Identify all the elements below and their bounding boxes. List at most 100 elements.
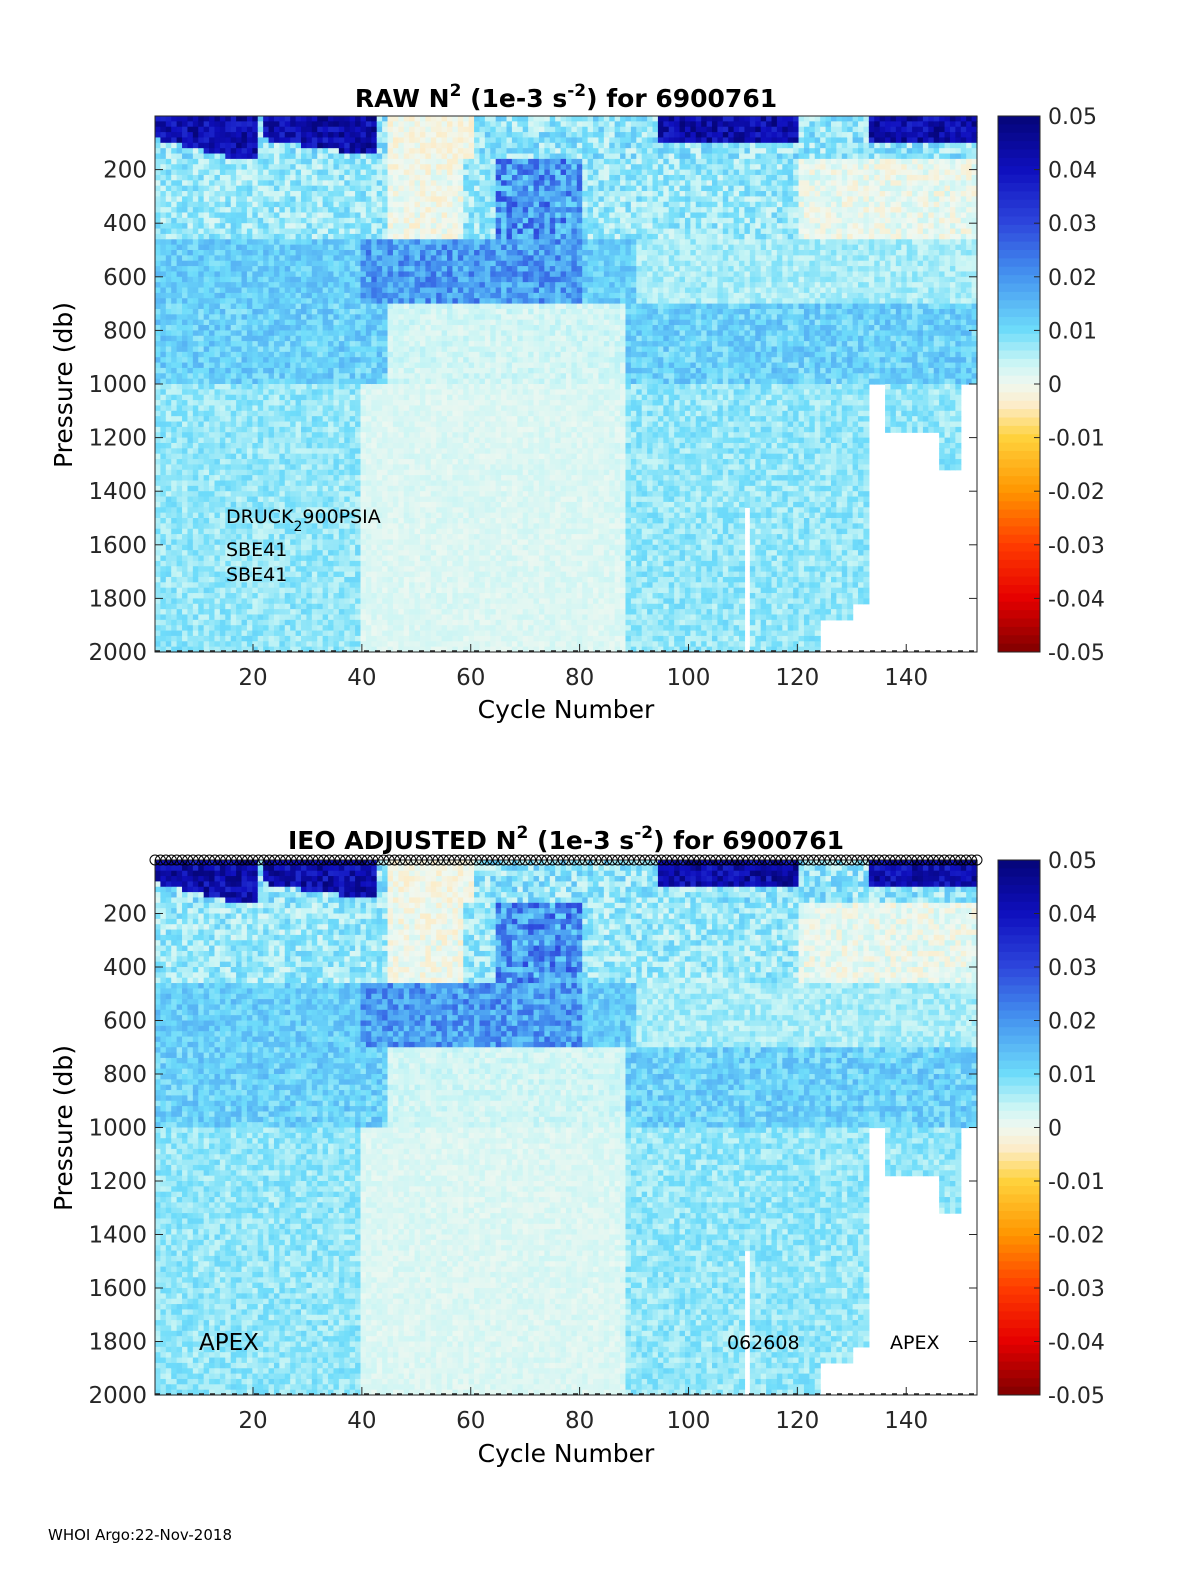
heat-cell: [323, 341, 329, 347]
heat-cell: [415, 507, 421, 513]
heat-cell: [317, 480, 323, 486]
heat-cell: [317, 609, 323, 615]
heat-cell: [398, 121, 404, 127]
heat-cell: [214, 529, 220, 535]
heat-cell: [420, 336, 426, 342]
heat-cell: [409, 427, 415, 433]
heat-cell: [361, 416, 367, 422]
heat-cell: [214, 207, 220, 213]
heat-cell: [279, 223, 285, 229]
heat-cell: [252, 239, 258, 245]
heat-cell: [382, 405, 388, 411]
heat-cell: [296, 427, 302, 433]
heat-cell: [398, 534, 404, 540]
heat-cell: [279, 631, 285, 637]
heat-cell: [279, 116, 285, 122]
heat-cell: [361, 620, 367, 626]
heat-cell: [301, 405, 307, 411]
heat-cell: [209, 636, 215, 642]
heat-cell: [193, 438, 199, 444]
heat-cell: [187, 513, 193, 519]
heat-cell: [344, 422, 350, 428]
profile-column: [198, 116, 204, 653]
heat-cell: [323, 614, 329, 620]
heat-cell: [198, 427, 204, 433]
heat-cell: [204, 614, 210, 620]
heat-cell: [231, 346, 237, 352]
heat-cell: [285, 196, 291, 202]
heat-cell: [155, 561, 161, 567]
heat-cell: [323, 186, 329, 192]
heat-cell: [393, 357, 399, 363]
heat-cell: [155, 363, 161, 369]
heat-cell: [214, 148, 220, 154]
heat-cell: [242, 148, 248, 154]
heat-cell: [420, 132, 426, 138]
heat-cell: [220, 245, 226, 251]
heat-cell: [258, 422, 264, 428]
heat-cell: [242, 395, 248, 401]
heat-cell: [252, 212, 258, 218]
profile-column: [388, 116, 394, 653]
heat-cell: [377, 438, 383, 444]
heat-cell: [242, 486, 248, 492]
heat-cell: [388, 282, 394, 288]
heat-cell: [388, 459, 394, 465]
heat-cell: [296, 261, 302, 267]
heat-cell: [269, 229, 275, 235]
heat-cell: [382, 395, 388, 401]
heat-cell: [198, 218, 204, 224]
heat-cell: [398, 625, 404, 631]
heat-cell: [371, 196, 377, 202]
heat-cell: [247, 266, 253, 272]
heat-cell: [344, 116, 350, 122]
heat-cell: [382, 207, 388, 213]
heat-cell: [231, 636, 237, 642]
heat-cell: [366, 432, 372, 438]
heat-cell: [177, 604, 183, 610]
heat-cell: [269, 405, 275, 411]
heat-cell: [155, 636, 161, 642]
heat-cell: [350, 427, 356, 433]
heat-cell: [306, 534, 312, 540]
heat-cell: [388, 154, 394, 160]
heat-cell: [290, 486, 296, 492]
heat-cell: [409, 491, 415, 497]
heat-cell: [231, 448, 237, 454]
heat-cell: [328, 448, 334, 454]
heat-cell: [171, 363, 177, 369]
heat-cell: [350, 309, 356, 315]
heat-cell: [339, 132, 345, 138]
heat-cell: [377, 234, 383, 240]
heat-cell: [398, 416, 404, 422]
heat-cell: [366, 341, 372, 347]
heat-cell: [415, 116, 421, 122]
heat-cell: [344, 438, 350, 444]
heat-cell: [333, 325, 339, 331]
heat-cell: [198, 239, 204, 245]
heat-cell: [366, 625, 372, 631]
heat-cell: [420, 330, 426, 336]
heat-cell: [274, 159, 280, 165]
heat-cell: [382, 121, 388, 127]
heat-cell: [333, 352, 339, 358]
heat-cell: [274, 207, 280, 213]
heat-cell: [220, 223, 226, 229]
heat-cell: [187, 223, 193, 229]
heat-cell: [160, 186, 166, 192]
heat-cell: [312, 202, 318, 208]
heat-cell: [171, 438, 177, 444]
heat-cell: [204, 389, 210, 395]
heat-cell: [182, 609, 188, 615]
heat-cell: [204, 218, 210, 224]
heat-cell: [393, 261, 399, 267]
heat-cell: [274, 411, 280, 417]
heat-cell: [377, 427, 383, 433]
heat-cell: [382, 614, 388, 620]
heat-cell: [317, 405, 323, 411]
heat-cell: [225, 588, 231, 594]
heat-cell: [285, 480, 291, 486]
heat-cell: [160, 127, 166, 133]
heat-cell: [269, 379, 275, 385]
heat-cell: [204, 448, 210, 454]
